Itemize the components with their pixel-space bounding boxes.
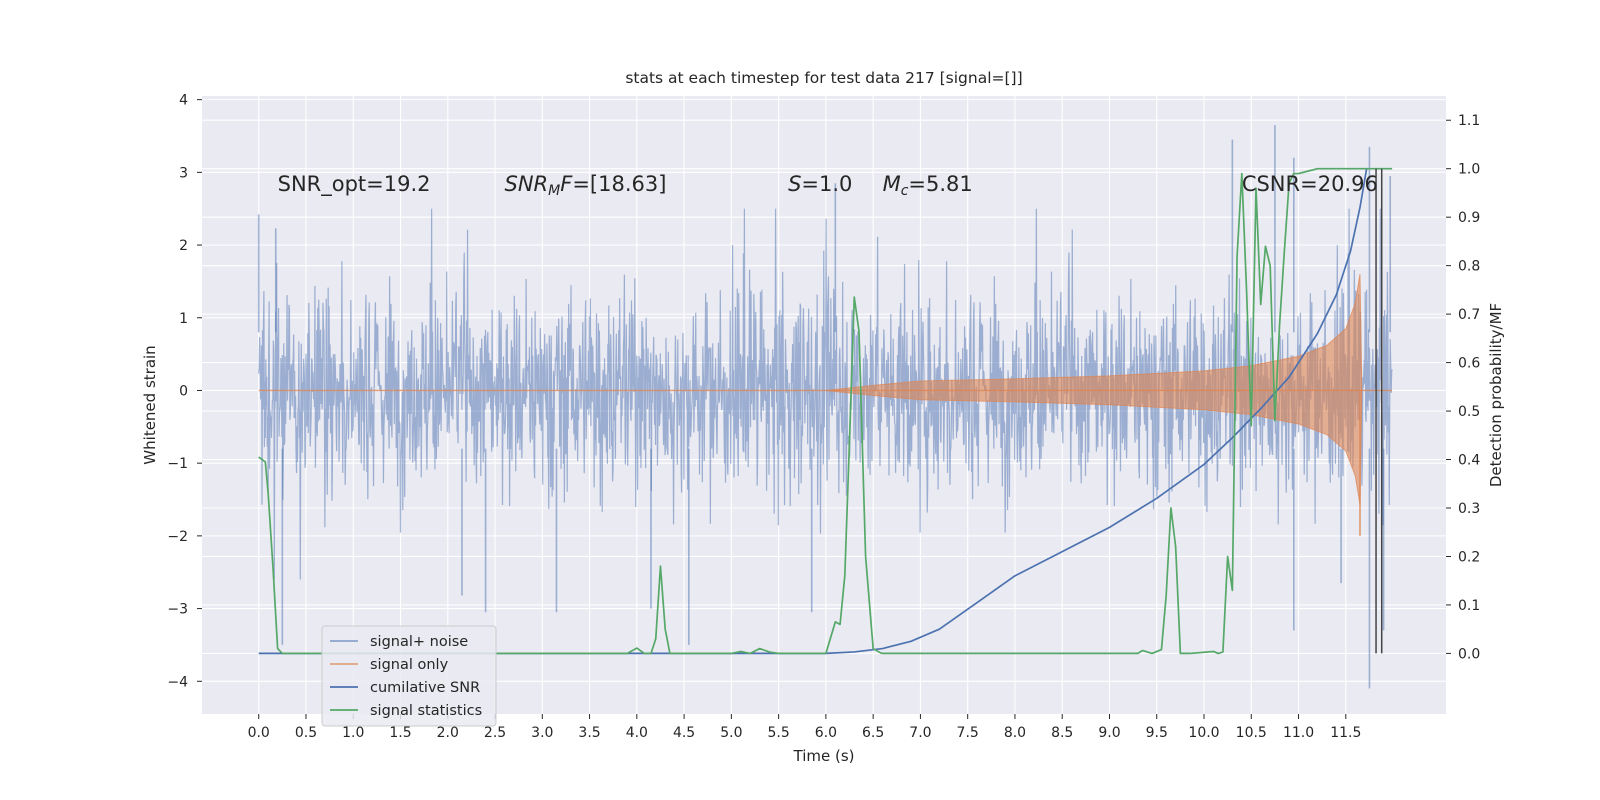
annotation-snr-opt: SNR_opt=19.2 xyxy=(278,172,431,197)
annotation-snr-mf: SNRMF=[18.63] xyxy=(504,172,666,199)
x-tick-label: 6.5 xyxy=(862,725,884,741)
ticks: 0.0 0.5 1.0 1.5 2.0 2.5 3.0 3.5 4.0 4.5 5.0 5.5 6.0 6… xyxy=(167,93,1480,741)
x-tick-label: 0.0 xyxy=(248,725,270,741)
legend-label: cumilative SNR xyxy=(370,680,480,696)
x-tick-label: 1.5 xyxy=(389,725,411,741)
y-right-tick-label: 0.3 xyxy=(1458,501,1480,517)
x-tick-label: 2.5 xyxy=(484,725,506,741)
y-tick-label: −2 xyxy=(167,529,188,545)
y-axis-label-right: Detection probability/MF xyxy=(1487,303,1505,487)
y-right-tick-label: 0.8 xyxy=(1458,259,1480,275)
y-tick-label: 0 xyxy=(179,383,188,399)
legend-label: signal only xyxy=(370,657,449,673)
x-tick-label: 8.0 xyxy=(1004,725,1026,741)
series-cumilative-snrline xyxy=(258,168,1368,655)
series-signal-noise-line xyxy=(258,208,1393,580)
y-tick-label: 3 xyxy=(179,165,188,181)
series-signal-only-fill xyxy=(825,274,1363,505)
x-tick-label: 11.0 xyxy=(1283,725,1314,741)
x-tick-label: 11.5 xyxy=(1330,725,1361,741)
legend-label: signal statistics xyxy=(370,703,482,719)
legend-box xyxy=(321,625,497,727)
legend: signal+ noise signal only cumilative SNR si… xyxy=(321,625,497,727)
annotation-s-value: S=1.0 xyxy=(788,172,852,196)
x-tick-label: 0.5 xyxy=(295,725,317,741)
x-axis-label: Time (s) xyxy=(793,747,855,765)
y-tick-label: 2 xyxy=(179,238,188,254)
x-tick-label: 8.5 xyxy=(1051,725,1073,741)
y-right-tick-label: 0.0 xyxy=(1458,646,1480,662)
data-layer xyxy=(257,125,1393,689)
y-right-tick-label: 1.0 xyxy=(1458,162,1480,178)
y-tick-label: −1 xyxy=(167,456,188,472)
x-tick-label: 2.0 xyxy=(437,725,459,741)
x-tick-label: 9.0 xyxy=(1098,725,1120,741)
x-tick-label: 1.0 xyxy=(342,725,364,741)
chart-title: stats at each timestep for test data 217… xyxy=(625,69,1022,87)
y-right-tick-label: 0.4 xyxy=(1458,453,1480,469)
y-tick-label: −4 xyxy=(167,674,188,690)
x-tick-label: 10.5 xyxy=(1236,725,1267,741)
y-right-tick-label: 0.6 xyxy=(1458,356,1480,372)
x-tick-label: 3.0 xyxy=(531,725,553,741)
legend-label: signal+ noise xyxy=(370,634,468,650)
x-tick-label: 9.5 xyxy=(1146,725,1168,741)
y-right-tick-label: 0.2 xyxy=(1458,549,1480,565)
y-axis-label-left: Whitened strain xyxy=(141,345,159,464)
x-tick-label: 4.5 xyxy=(673,725,695,741)
annotation-mc-value: Mc=5.81 xyxy=(883,172,973,199)
y-right-tick-label: 0.5 xyxy=(1458,404,1480,420)
x-tick-label: 4.0 xyxy=(626,725,648,741)
y-right-tick-label: 0.1 xyxy=(1458,598,1480,614)
annotation-csnr: CSNR=20.96 xyxy=(1242,172,1378,196)
y-right-tick-label: 1.1 xyxy=(1458,113,1480,129)
series-signal-statisticsline xyxy=(258,167,1393,655)
y-tick-label: 4 xyxy=(179,93,188,109)
y-right-tick-label: 0.7 xyxy=(1458,307,1480,323)
x-tick-label: 7.5 xyxy=(957,725,979,741)
x-tick-label: 5.5 xyxy=(767,725,789,741)
y-tick-label: 1 xyxy=(179,311,188,327)
x-tick-label: 5.0 xyxy=(720,725,742,741)
x-tick-label: 10.0 xyxy=(1188,725,1219,741)
annotations: SNR_opt=19.2 SNRMF=[18.63] S=1.0 Mc=5.81 CSN… xyxy=(278,172,1378,199)
x-tick-label: 3.5 xyxy=(578,725,600,741)
x-tick-label: 6.0 xyxy=(815,725,837,741)
y-right-tick-label: 0.9 xyxy=(1458,210,1480,226)
y-tick-label: −3 xyxy=(167,602,188,618)
x-tick-label: 7.0 xyxy=(909,725,931,741)
